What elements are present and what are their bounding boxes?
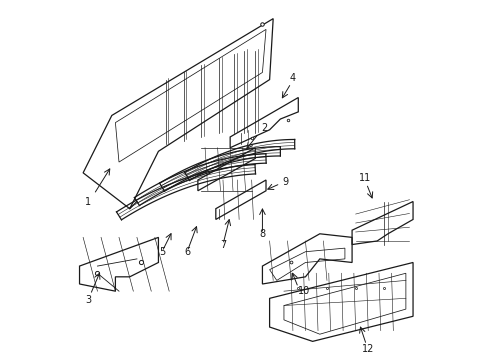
Text: 6: 6: [183, 247, 190, 257]
Text: 7: 7: [220, 239, 225, 249]
Text: 1: 1: [85, 197, 91, 207]
Text: 11: 11: [358, 173, 370, 183]
Text: 9: 9: [282, 177, 288, 187]
Text: 5: 5: [159, 247, 165, 257]
Text: 3: 3: [85, 295, 91, 305]
Text: 12: 12: [361, 343, 374, 354]
Text: 8: 8: [259, 229, 265, 239]
Text: 4: 4: [289, 73, 295, 83]
Text: 2: 2: [261, 123, 267, 133]
Text: 10: 10: [297, 286, 309, 296]
